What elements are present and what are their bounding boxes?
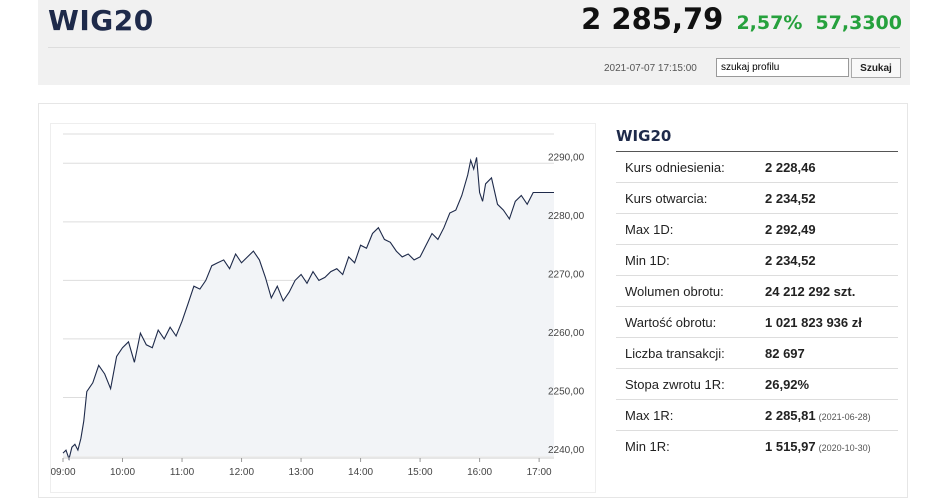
- y-tick-label: 2270,00: [548, 269, 585, 280]
- stats-value: 1 021 823 936 zł: [765, 314, 862, 330]
- stats-label: Stopa zwrotu 1R:: [625, 376, 725, 392]
- stats-label: Max 1D:: [625, 221, 674, 237]
- stats-row: Stopa zwrotu 1R: 26,92%: [616, 368, 898, 400]
- x-tick-label: 16:00: [467, 467, 492, 478]
- stats-row: Wolumen obrotu: 24 212 292 szt.: [616, 275, 898, 307]
- y-tick-label: 2290,00: [548, 152, 585, 163]
- stats-row: Min 1D: 2 234,52: [616, 244, 898, 276]
- stats-row: Wartość obrotu: 1 021 823 936 zł: [616, 306, 898, 338]
- stats-value-cell: 82 697: [765, 338, 898, 369]
- x-tick-label: 13:00: [289, 467, 314, 478]
- change-value: 57,3300: [815, 12, 902, 34]
- stats-label: Liczba transakcji:: [625, 345, 725, 361]
- stats-value-cell: 2 292,49: [765, 214, 898, 245]
- x-tick-label: 10:00: [110, 467, 135, 478]
- stats-row: Min 1R: 1 515,97 (2020-10-30): [616, 430, 898, 462]
- price-chart-svg: 2290,00 2280,00 2270,00 2260,00 2250,00 2240,…: [51, 133, 585, 478]
- stats-date: (2020-10-30): [818, 442, 871, 453]
- stats-value: 1 515,97: [765, 438, 816, 454]
- search-button[interactable]: Szukaj: [851, 58, 901, 78]
- stats-label: Min 1D:: [625, 252, 670, 268]
- stats-value-cell: 1 515,97 (2020-10-30): [765, 431, 898, 462]
- stats-row: Liczba transakcji: 82 697: [616, 337, 898, 369]
- search-profile-input[interactable]: [716, 58, 849, 77]
- stats-value: 2 292,49: [765, 221, 816, 237]
- change-percent: 2,57%: [736, 12, 803, 34]
- price-chart: 2290,00 2280,00 2270,00 2260,00 2250,00 2240,…: [50, 123, 596, 493]
- stats-value-cell: 2 234,52: [765, 245, 898, 276]
- x-tick-label: 17:00: [527, 467, 552, 478]
- current-price: 2 285,79: [581, 2, 724, 36]
- stats-value: 2 228,46: [765, 159, 816, 175]
- y-tick-label: 2280,00: [548, 211, 585, 222]
- stats-label: Wartość obrotu:: [625, 314, 717, 330]
- index-title: WIG20: [48, 4, 154, 37]
- stats-label: Wolumen obrotu:: [625, 283, 724, 299]
- stats-value: 82 697: [765, 345, 805, 361]
- x-tick-label: 09:00: [51, 467, 76, 478]
- stats-row: Max 1D: 2 292,49: [616, 213, 898, 245]
- stats-label: Kurs odniesienia:: [625, 159, 725, 175]
- y-tick-label: 2240,00: [548, 445, 585, 456]
- stats-value-cell: 26,92%: [765, 369, 898, 400]
- stats-label: Kurs otwarcia:: [625, 190, 708, 206]
- quote-timestamp: 2021-07-07 17:15:00: [604, 63, 697, 74]
- stats-table: Kurs odniesienia: 2 228,46 Kurs otwarcia: 2…: [616, 151, 898, 461]
- stats-value-cell: 24 212 292 szt.: [765, 276, 898, 307]
- stats-value-cell: 2 285,81 (2021-06-28): [765, 400, 898, 431]
- stats-row: Kurs odniesienia: 2 228,46: [616, 151, 898, 183]
- stats-value: 2 234,52: [765, 190, 816, 206]
- stats-value: 2 285,81: [765, 407, 816, 423]
- x-tick-label: 11:00: [170, 467, 195, 478]
- stats-label: Max 1R:: [625, 407, 674, 423]
- stats-value-cell: 2 228,46: [765, 152, 898, 183]
- stats-value-cell: 1 021 823 936 zł: [765, 307, 898, 338]
- stats-value: 24 212 292 szt.: [765, 283, 856, 299]
- stats-value-cell: 2 234,52: [765, 183, 898, 214]
- stats-row: Kurs otwarcia: 2 234,52: [616, 182, 898, 214]
- stats-row: Max 1R: 2 285,81 (2021-06-28): [616, 399, 898, 431]
- header-divider: [48, 47, 900, 48]
- price-row: 2 285,79 2,57% 57,3300: [581, 2, 902, 36]
- series-area: [63, 157, 554, 459]
- stats-value: 2 234,52: [765, 252, 816, 268]
- y-tick-label: 2260,00: [548, 328, 585, 339]
- x-tick-label: 15:00: [408, 467, 433, 478]
- quote-header: WIG20 2 285,79 2,57% 57,3300 2021-07-07 …: [38, 0, 910, 85]
- y-tick-label: 2250,00: [548, 386, 585, 397]
- stats-value: 26,92%: [765, 376, 810, 392]
- series-line: [62, 157, 554, 461]
- stats-date: (2021-06-28): [818, 411, 871, 422]
- x-tick-label: 14:00: [348, 467, 373, 478]
- x-tick-label: 12:00: [229, 467, 254, 478]
- stats-label: Min 1R:: [625, 438, 670, 454]
- stats-title: WIG20: [616, 127, 672, 145]
